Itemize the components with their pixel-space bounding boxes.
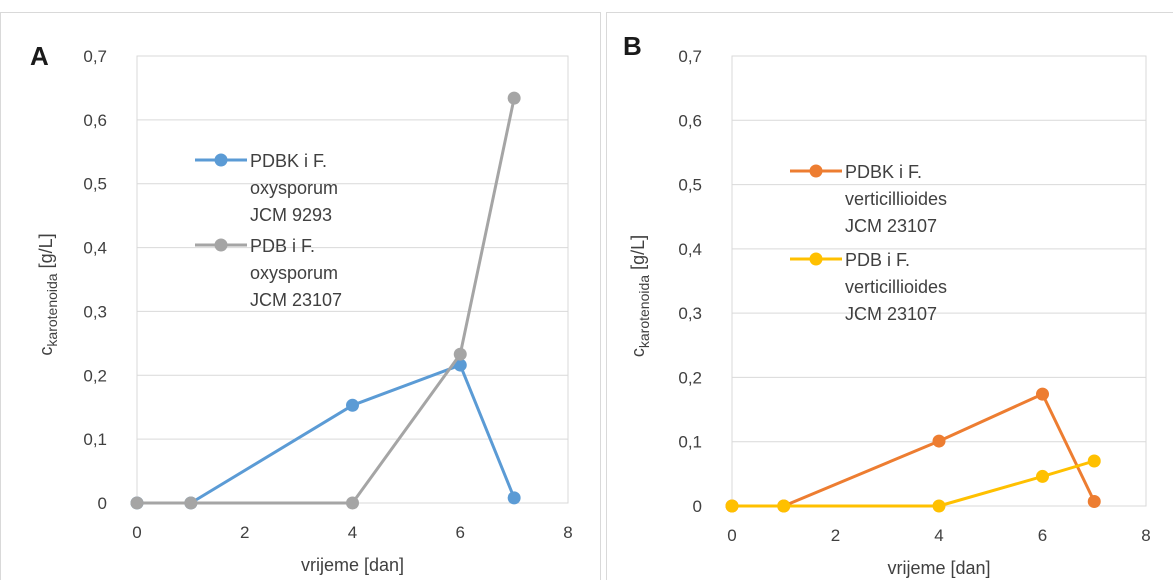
- chart-b-x-tick-label: 0: [727, 526, 736, 545]
- chart-b-legend-swatch-marker: [809, 164, 823, 178]
- chart-a-series-1-point: [453, 358, 467, 372]
- chart-b-y-axis-title-subscript: karotenoida: [636, 275, 652, 348]
- chart-a-y-axis-title-unit: [g/L]: [36, 233, 56, 273]
- chart-b-x-tick-label: 8: [1141, 526, 1150, 545]
- chart-b-y-axis-title-unit: [g/L]: [628, 235, 648, 275]
- chart-a-x-tick-label: 2: [240, 523, 249, 542]
- chart-b-x-axis-title: vrijeme [dan]: [887, 558, 990, 578]
- chart-a-legend-label: PDB i F.: [250, 236, 315, 256]
- chart-b-series-2-point: [1036, 469, 1049, 483]
- chart-a-x-axis-title: vrijeme [dan]: [301, 555, 404, 575]
- chart-a-panel-letter: A: [30, 41, 49, 71]
- chart-a-x-tick-label: 4: [348, 523, 357, 542]
- chart-a-legend-swatch-marker: [214, 153, 228, 167]
- chart-b-series-2-point: [725, 499, 739, 513]
- chart-a-y-tick-label: 0,3: [83, 302, 107, 321]
- chart-a-y-tick-label: 0,6: [83, 111, 107, 130]
- chart-b-x-tick-label: 6: [1038, 526, 1047, 545]
- chart-b-panel-letter: B: [623, 31, 642, 61]
- panel-a-frame: [0, 12, 601, 580]
- chart-a-y-tick-label: 0,1: [83, 430, 107, 449]
- chart-a-series-2-point: [184, 496, 198, 510]
- chart-b-series-1-point: [932, 434, 946, 448]
- panel-b-frame: [606, 12, 1173, 580]
- chart-a-legend-label: PDBK i F.: [250, 151, 327, 171]
- chart-panel-b: 0 0,1 0,2 0,3 0,4 0,5 0,6 0,7 0 2 4 6 8 vrijeme [dan]…: [623, 31, 1151, 578]
- chart-a-y-tick-label: 0,7: [83, 47, 107, 66]
- chart-b-y-tick-label: 0,4: [678, 240, 702, 259]
- chart-a-series-1-line: [137, 363, 516, 505]
- chart-b-legend-label: verticillioides: [845, 189, 947, 209]
- chart-a-y-tick-label: 0,2: [83, 366, 107, 385]
- chart-a-x-tick-label: 0: [132, 523, 141, 542]
- chart-b-y-tick-label: 0,5: [678, 176, 702, 195]
- chart-b-series-1-point: [1087, 495, 1101, 508]
- chart-b-legend-swatch-marker: [809, 252, 823, 266]
- chart-a-y-axis-title: ckarotenoida [g/L]: [36, 233, 60, 355]
- chart-b-y-tick-label: 0,6: [678, 111, 702, 130]
- chart-b-y-axis-title: ckarotenoida [g/L]: [628, 235, 652, 357]
- chart-b-y-tick-label: 0,3: [678, 304, 702, 323]
- chart-a-y-tick-label: 0: [98, 494, 107, 513]
- chart-a-x-tick-label: 6: [456, 523, 465, 542]
- chart-a-series-2-point: [346, 496, 359, 510]
- chart-a-y-tick-label: 0,4: [83, 239, 107, 258]
- chart-a-legend-label: oxysporum: [250, 263, 338, 283]
- chart-b-series-2-point: [932, 499, 946, 513]
- chart-a-series-2-point: [453, 347, 467, 361]
- chart-a-x-tick-label: 8: [563, 523, 572, 542]
- chart-b-y-tick-label: 0,2: [678, 368, 702, 387]
- chart-b-legend-label: JCM 23107: [845, 216, 937, 236]
- chart-b-y-axis-title-base: c: [628, 348, 648, 357]
- chart-b-series-2-point: [1087, 454, 1101, 468]
- chart-a-y-axis-title-subscript: karotenoida: [44, 273, 60, 346]
- chart-b-series-2-line: [732, 459, 1095, 508]
- chart-a-legend-label: JCM 9293: [250, 205, 332, 225]
- chart-a-legend-label: oxysporum: [250, 178, 338, 198]
- chart-b-legend-label: PDB i F.: [845, 250, 910, 270]
- chart-a-y-axis-title-base: c: [36, 347, 56, 356]
- chart-b-series-1-line: [732, 392, 1096, 508]
- chart-a-series-2-point: [130, 496, 144, 510]
- chart-b-legend-label: PDBK i F.: [845, 162, 922, 182]
- chart-b-series-2-point: [777, 499, 791, 513]
- chart-a-plot-area: [136, 55, 569, 504]
- chart-a-legend-label: JCM 23107: [250, 290, 342, 310]
- chart-b-y-tick-label: 0: [693, 497, 702, 516]
- chart-b-x-tick-label: 2: [831, 526, 840, 545]
- chart-b-series-1-point: [1036, 387, 1049, 401]
- chart-b-x-tick-label: 4: [934, 526, 943, 545]
- chart-b-legend-label: verticillioides: [845, 277, 947, 297]
- chart-b-legend-label: JCM 23107: [845, 304, 937, 324]
- chart-a-series-1-point: [507, 491, 521, 505]
- chart-b-y-tick-label: 0,7: [678, 47, 702, 66]
- chart-panel-a: 0 0,1 0,2 0,3 0,4 0,5 0,6 0,7 0 2 4 6 8 vrijeme [dan]…: [30, 41, 573, 575]
- chart-a-series-1-point: [346, 398, 359, 412]
- chart-a-y-tick-label: 0,5: [83, 175, 107, 194]
- chart-b-y-tick-label: 0,1: [678, 433, 702, 452]
- chart-a-legend-swatch-marker: [214, 238, 228, 252]
- chart-a-series-2-point: [507, 91, 521, 105]
